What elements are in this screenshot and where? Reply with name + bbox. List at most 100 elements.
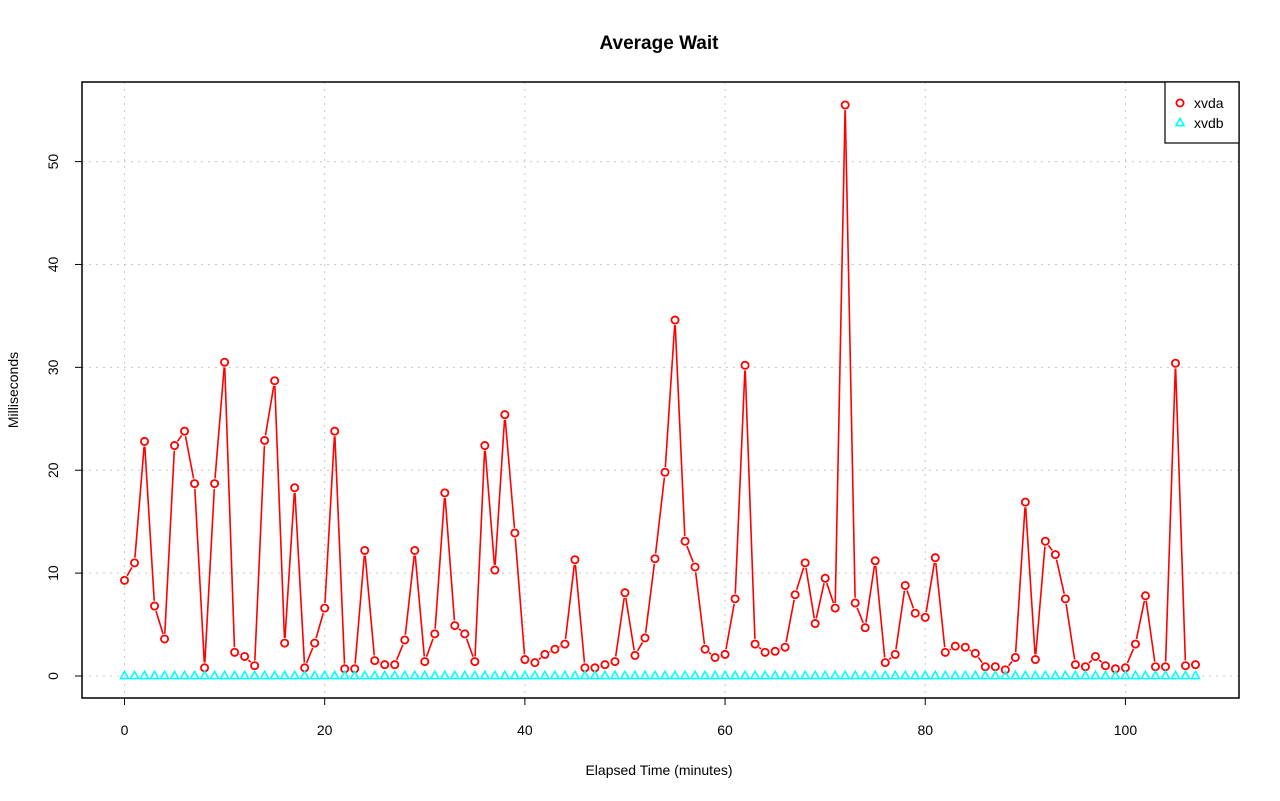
series-segment [1088, 659, 1093, 664]
data-point [229, 669, 240, 680]
legend-box [1164, 81, 1240, 144]
data-point [670, 315, 680, 325]
data-point [209, 669, 220, 680]
chart-title: Average Wait [600, 33, 720, 54]
data-point [230, 647, 240, 657]
data-point [559, 669, 571, 680]
data-point [1120, 669, 1131, 680]
data-point [279, 669, 291, 680]
data-point [380, 660, 390, 670]
series-segment [404, 555, 415, 635]
data-point [210, 479, 220, 489]
data-point [999, 669, 1011, 680]
data-point [669, 669, 681, 680]
data-point [139, 669, 150, 680]
series-segment [204, 488, 216, 663]
series-segment [1145, 600, 1156, 662]
data-point [1110, 669, 1121, 680]
data-point [599, 669, 611, 680]
y-tick-label: 20 [45, 462, 61, 478]
data-point [1170, 669, 1181, 680]
series-segment [126, 566, 133, 577]
data-point [349, 669, 361, 680]
data-point [620, 588, 630, 598]
series-segment [624, 597, 635, 651]
data-point [440, 488, 450, 498]
data-point [640, 633, 650, 643]
data-point [530, 658, 540, 668]
series-segment [1024, 507, 1036, 655]
data-point [319, 669, 331, 680]
series-segment [164, 450, 176, 634]
series-segment [1014, 507, 1026, 653]
y-tick-label: 50 [45, 154, 61, 170]
data-point [499, 669, 511, 680]
x-tick-label: 80 [917, 722, 933, 738]
series-segment [895, 590, 906, 650]
series-segment [214, 367, 225, 479]
data-point [1029, 669, 1041, 680]
x-tick-label: 100 [1114, 722, 1138, 738]
data-point [370, 656, 380, 666]
data-point [480, 441, 490, 451]
series-segment [465, 638, 474, 657]
series-segment [614, 597, 626, 657]
data-point [419, 669, 431, 680]
data-point [400, 635, 410, 645]
series-segment [514, 538, 526, 655]
series-segment [949, 648, 952, 651]
data-point [1150, 662, 1160, 672]
data-point [1160, 669, 1171, 680]
data-point [809, 669, 821, 680]
series-segment [324, 436, 336, 603]
data-point [709, 669, 721, 680]
data-point [730, 594, 740, 604]
series-segment [708, 651, 712, 655]
data-point [379, 669, 391, 680]
data-point [399, 669, 411, 680]
data-point [579, 669, 591, 680]
series-segment [274, 385, 286, 638]
data-point [129, 669, 140, 680]
data-point [769, 669, 781, 680]
series-segment [184, 436, 195, 479]
data-point [639, 669, 651, 680]
data-point [850, 598, 860, 608]
data-point [569, 669, 581, 680]
data-point [749, 669, 761, 680]
data-point [259, 669, 270, 680]
series-segment [977, 657, 983, 664]
series-segment [856, 607, 864, 624]
data-point [329, 669, 341, 680]
data-point [309, 669, 321, 680]
data-point [959, 669, 971, 680]
data-point [479, 669, 491, 680]
data-point [490, 565, 500, 575]
data-point [830, 603, 840, 613]
y-tick-label: 30 [45, 359, 61, 375]
series-segment [874, 565, 886, 658]
data-point [149, 669, 160, 680]
legend-label-xvdb: xvdb [1194, 115, 1224, 131]
series-segment [284, 492, 296, 638]
series-segment [364, 555, 376, 656]
data-point [239, 669, 250, 680]
data-point [310, 638, 320, 648]
data-point [219, 669, 230, 680]
data-point [169, 669, 180, 680]
series-segment [785, 599, 795, 643]
data-point [740, 360, 750, 370]
series-segment [484, 450, 496, 565]
data-point [199, 669, 210, 680]
data-point [1130, 669, 1141, 680]
data-point [789, 669, 801, 680]
data-point [1070, 669, 1081, 680]
series-segment [144, 446, 156, 601]
data-point [859, 669, 871, 680]
series-segment [906, 590, 915, 609]
data-point [520, 655, 530, 665]
series-segment [494, 419, 506, 565]
series-xvda [120, 100, 1201, 675]
data-point [290, 483, 300, 493]
series-segment [334, 436, 346, 664]
